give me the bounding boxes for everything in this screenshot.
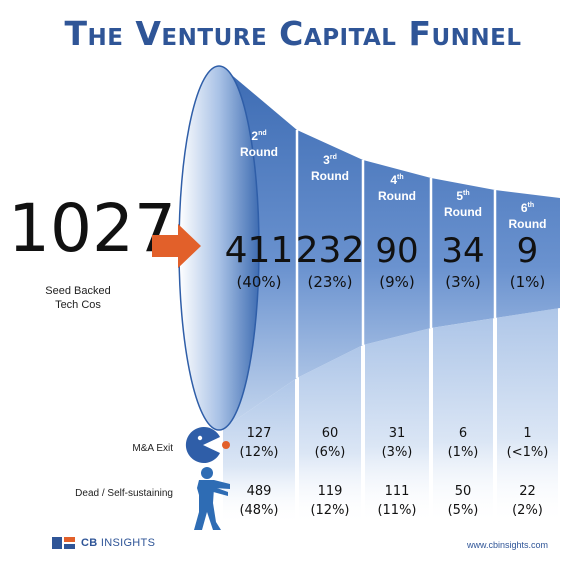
round-percent: (23%)	[307, 273, 352, 291]
funnel-lower-column	[223, 379, 295, 525]
seed-count: 1027	[8, 190, 176, 267]
dead-count: 119	[318, 484, 343, 499]
exit-count: 60	[322, 426, 339, 441]
seed-label-line2: Tech Cos	[55, 299, 101, 311]
round-percent: (40%)	[236, 273, 281, 291]
round-number: 4	[390, 173, 397, 187]
dead-count: 22	[519, 484, 536, 499]
pacman-icon	[185, 426, 230, 463]
funnel-lower-column	[433, 318, 493, 525]
page-title: The Venture Capital Funnel	[64, 14, 522, 53]
round-suffix: th	[397, 174, 404, 181]
dead-percent: (5%)	[448, 503, 479, 518]
logo-mark-icon	[52, 537, 75, 549]
round-count: 232	[296, 230, 365, 271]
round-suffix: rd	[330, 154, 337, 161]
logo-strong: CB	[81, 537, 98, 549]
exit-percent: (6%)	[315, 445, 346, 460]
round-label: Round	[240, 145, 278, 159]
exit-count: 1	[523, 426, 531, 441]
dead-count: 489	[247, 484, 272, 499]
round-number: 6	[521, 201, 528, 215]
zombie-icon	[194, 467, 230, 530]
website-url: www.cbinsights.com	[466, 540, 548, 550]
funnel-lower-column	[299, 346, 361, 525]
round-number: 5	[456, 189, 463, 203]
dead-percent: (11%)	[377, 503, 416, 518]
funnel-lower-column	[365, 328, 429, 525]
round-count: 411	[225, 230, 294, 271]
round-labels: 2nd Round 411 (40%) 127 (12%) 489 (48%) 3rd Round…	[225, 129, 549, 518]
dead-row-label: Dead / Self-sustaining	[75, 488, 173, 499]
round-count: 9	[517, 231, 539, 271]
round-label: Round	[509, 217, 547, 231]
exit-row-label: M&A Exit	[132, 443, 173, 454]
seed-label-line1: Seed Backed	[45, 285, 111, 297]
dead-percent: (12%)	[310, 503, 349, 518]
exit-count: 127	[247, 426, 272, 441]
round-label: Round	[444, 205, 482, 219]
exit-count: 6	[459, 426, 467, 441]
arrow-shape	[152, 224, 201, 268]
funnel-lower-column	[497, 308, 558, 525]
round-label: Round	[311, 169, 349, 183]
round-number: 2	[251, 129, 258, 143]
exit-percent: (12%)	[239, 445, 278, 460]
exit-percent: (<1%)	[507, 445, 549, 460]
round-percent: (1%)	[510, 273, 546, 291]
round-suffix: nd	[258, 130, 267, 137]
funnel-shape	[221, 66, 560, 430]
round-ordinal: 4th	[390, 173, 403, 187]
round-ordinal: 5th	[456, 189, 469, 203]
logo-rest: INSIGHTS	[100, 537, 156, 549]
cb-insights-logo: CB INSIGHTS	[52, 536, 155, 550]
round-suffix: th	[528, 202, 535, 209]
round-number: 3	[323, 153, 330, 167]
logo-text: CB INSIGHTS	[81, 537, 155, 549]
round-count: 90	[375, 231, 418, 271]
dead-percent: (48%)	[239, 503, 278, 518]
round-suffix: th	[463, 190, 470, 197]
exit-percent: (3%)	[382, 445, 413, 460]
round-percent: (9%)	[379, 273, 415, 291]
round-ordinal: 2nd	[251, 129, 266, 143]
dead-percent: (2%)	[512, 503, 543, 518]
funnel-columns	[223, 308, 558, 525]
arrow-icon	[152, 224, 201, 268]
round-count: 34	[441, 231, 484, 271]
round-ordinal: 6th	[521, 201, 534, 215]
exit-count: 31	[389, 426, 406, 441]
round-ordinal: 3rd	[323, 153, 337, 167]
row-icons	[185, 426, 230, 530]
dead-count: 111	[385, 484, 410, 499]
seed-label: Seed Backed Tech Cos	[8, 284, 148, 312]
round-percent: (3%)	[445, 273, 481, 291]
funnel-body	[178, 65, 560, 431]
dead-count: 50	[455, 484, 472, 499]
round-label: Round	[378, 189, 416, 203]
exit-percent: (1%)	[448, 445, 479, 460]
